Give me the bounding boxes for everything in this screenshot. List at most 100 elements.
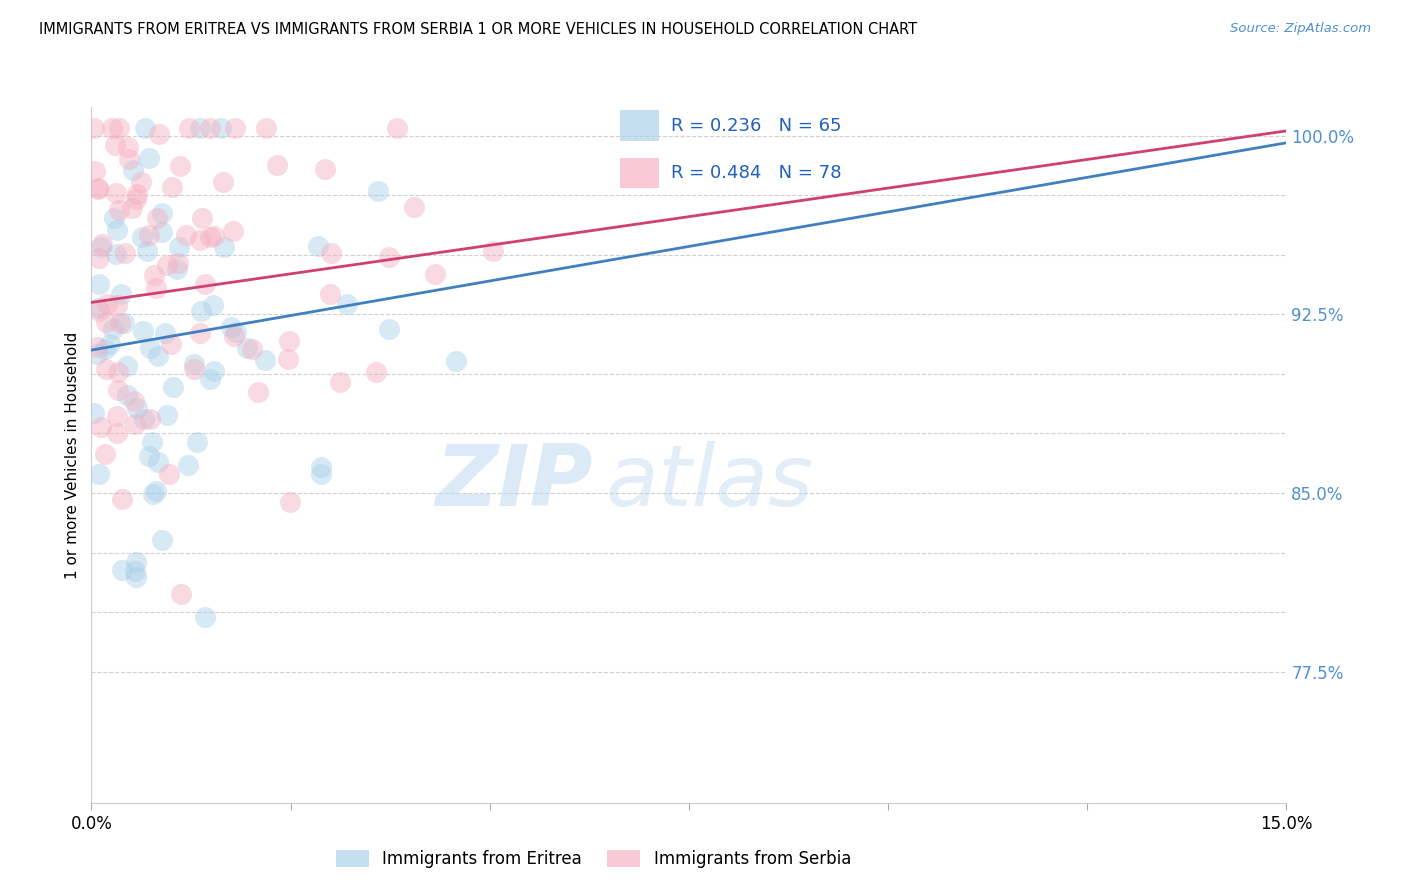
Point bbox=[115, 388, 138, 402]
Point bbox=[240, 343, 263, 357]
Point bbox=[87, 301, 110, 316]
Point bbox=[146, 349, 169, 363]
Point bbox=[200, 230, 222, 244]
Point bbox=[142, 268, 165, 282]
Point bbox=[254, 121, 277, 136]
Point bbox=[141, 434, 163, 449]
Text: R = 0.236   N = 65: R = 0.236 N = 65 bbox=[671, 117, 841, 135]
Point bbox=[125, 186, 148, 201]
Point bbox=[221, 320, 243, 334]
Point bbox=[142, 486, 165, 500]
Point bbox=[277, 351, 299, 366]
Point bbox=[105, 246, 128, 260]
Point bbox=[117, 139, 139, 153]
Point bbox=[90, 420, 112, 434]
Point bbox=[167, 256, 190, 270]
Point bbox=[378, 250, 401, 264]
Text: R = 0.484   N = 78: R = 0.484 N = 78 bbox=[671, 164, 841, 182]
Point bbox=[155, 326, 177, 341]
Point bbox=[138, 151, 160, 165]
Point bbox=[114, 246, 136, 260]
Bar bbox=[620, 158, 659, 188]
Point bbox=[104, 186, 127, 201]
Point bbox=[94, 447, 117, 461]
Point bbox=[266, 158, 288, 172]
Point bbox=[446, 353, 468, 368]
Point bbox=[139, 412, 162, 426]
Point bbox=[200, 121, 222, 136]
Point bbox=[108, 121, 131, 136]
Point bbox=[105, 426, 128, 441]
Point bbox=[94, 342, 117, 356]
Point bbox=[107, 202, 129, 217]
Point bbox=[118, 152, 141, 166]
Point bbox=[100, 337, 122, 351]
Point bbox=[211, 176, 233, 190]
Point bbox=[183, 362, 205, 376]
Text: atlas: atlas bbox=[605, 442, 813, 524]
Point bbox=[134, 121, 156, 136]
Point bbox=[167, 240, 190, 254]
Point bbox=[156, 258, 179, 272]
Point bbox=[170, 587, 193, 601]
Point bbox=[169, 159, 191, 173]
Point bbox=[246, 385, 269, 400]
Point bbox=[162, 379, 184, 393]
Point bbox=[222, 224, 245, 238]
Point bbox=[105, 223, 128, 237]
Point bbox=[194, 610, 217, 624]
Point bbox=[131, 230, 153, 244]
Point bbox=[105, 298, 128, 312]
Point bbox=[198, 372, 221, 386]
Point bbox=[336, 297, 359, 311]
Point bbox=[194, 277, 217, 292]
Point bbox=[110, 286, 132, 301]
Point bbox=[87, 182, 110, 196]
Point bbox=[87, 181, 110, 195]
Point bbox=[86, 340, 108, 354]
Point bbox=[425, 267, 447, 281]
Point bbox=[186, 435, 208, 450]
Point bbox=[83, 121, 105, 136]
Point bbox=[179, 121, 201, 136]
Point bbox=[131, 324, 153, 338]
Point bbox=[87, 251, 110, 265]
Point bbox=[385, 121, 408, 136]
Point bbox=[202, 228, 225, 243]
Point bbox=[224, 121, 246, 136]
Point bbox=[111, 563, 134, 577]
Point bbox=[278, 494, 301, 508]
Point bbox=[157, 467, 180, 481]
Bar bbox=[620, 111, 659, 141]
Point bbox=[135, 244, 157, 259]
Point bbox=[209, 121, 232, 136]
Point bbox=[100, 121, 122, 136]
Point bbox=[107, 365, 129, 379]
Point bbox=[103, 322, 125, 336]
Point bbox=[183, 357, 205, 371]
Point bbox=[138, 449, 160, 463]
Point bbox=[117, 359, 139, 373]
Point bbox=[103, 211, 125, 225]
Point bbox=[121, 202, 143, 216]
Point bbox=[146, 211, 169, 226]
Point bbox=[159, 337, 181, 351]
Point bbox=[87, 277, 110, 292]
Point bbox=[146, 455, 169, 469]
Point bbox=[402, 201, 425, 215]
Point bbox=[309, 459, 332, 474]
Point bbox=[94, 315, 117, 329]
Point bbox=[481, 244, 503, 258]
Point bbox=[124, 570, 146, 584]
Point bbox=[125, 555, 148, 569]
Point bbox=[319, 286, 342, 301]
Point bbox=[202, 363, 225, 377]
Point bbox=[91, 236, 114, 251]
Text: IMMIGRANTS FROM ERITREA VS IMMIGRANTS FROM SERBIA 1 OR MORE VEHICLES IN HOUSEHOL: IMMIGRANTS FROM ERITREA VS IMMIGRANTS FR… bbox=[39, 22, 918, 37]
Point bbox=[190, 234, 212, 248]
Point bbox=[90, 239, 112, 253]
Point bbox=[190, 304, 212, 318]
Point bbox=[225, 326, 247, 340]
Point bbox=[160, 180, 183, 194]
Point bbox=[364, 365, 387, 379]
